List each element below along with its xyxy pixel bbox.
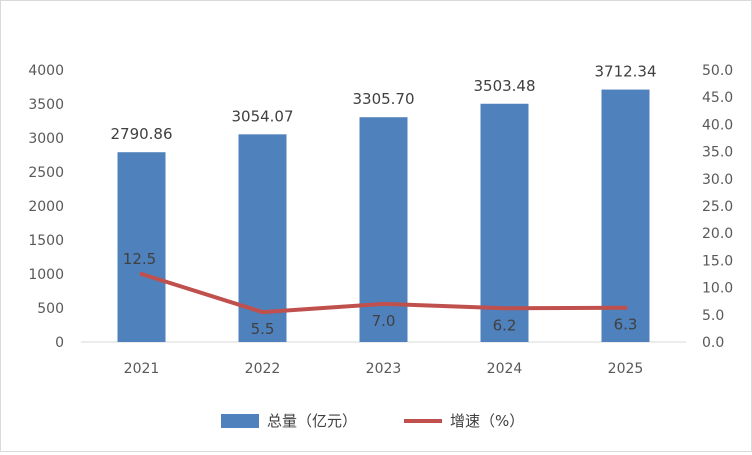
- line-data-labels: 12.5 5.5 7.0 6.2 6.3: [123, 250, 638, 338]
- left-tick-label: 3500: [28, 97, 64, 113]
- x-tick-label: 2023: [366, 361, 402, 377]
- line-value-label: 7.0: [372, 312, 396, 330]
- legend-bar-swatch: [221, 414, 259, 428]
- bar-value-label: 3712.34: [594, 63, 656, 81]
- legend-line-label: 增速（%）: [450, 412, 524, 430]
- bar-value-label: 3054.07: [231, 107, 293, 125]
- legend-bar-label: 总量（亿元）: [267, 412, 357, 430]
- bar-2025: [601, 89, 650, 342]
- right-tick-label: 35.0: [702, 145, 733, 161]
- bar-value-label: 2790.86: [110, 125, 172, 143]
- left-y-axis: 0 500 1000 1500 2000 2500 3000 3500 4000: [28, 63, 64, 351]
- line-value-label: 6.3: [614, 316, 638, 334]
- line-point-2023: [381, 301, 386, 306]
- x-axis-ticks: 2021 2022 2023 2024 2025: [124, 361, 644, 377]
- bar-series: [117, 89, 650, 342]
- left-tick-label: 500: [37, 301, 64, 317]
- bar-2023: [359, 117, 408, 342]
- left-tick-label: 3000: [28, 131, 64, 147]
- left-tick-label: 1000: [28, 267, 64, 283]
- x-tick-label: 2022: [245, 361, 281, 377]
- legend: 总量（亿元） 增速（%）: [221, 412, 524, 430]
- right-tick-label: 15.0: [702, 253, 733, 269]
- left-tick-label: 2000: [28, 199, 64, 215]
- left-tick-label: 2500: [28, 165, 64, 181]
- bar-value-label: 3503.48: [473, 77, 535, 95]
- line-series: [139, 272, 628, 315]
- line-point-2024: [502, 306, 507, 311]
- right-tick-label: 25.0: [702, 199, 733, 215]
- x-tick-label: 2024: [487, 361, 523, 377]
- x-tick-label: 2021: [124, 361, 160, 377]
- right-tick-label: 0.0: [702, 335, 724, 351]
- right-tick-label: 10.0: [702, 281, 733, 297]
- right-tick-label: 40.0: [702, 117, 733, 133]
- line-point-2022: [260, 310, 265, 315]
- x-tick-label: 2025: [608, 361, 644, 377]
- right-tick-label: 20.0: [702, 226, 733, 242]
- bar-2024: [480, 103, 529, 342]
- left-tick-label: 1500: [28, 233, 64, 249]
- line-point-2021: [139, 272, 144, 276]
- left-tick-label: 4000: [28, 63, 64, 79]
- bar-value-label: 3305.70: [352, 90, 414, 108]
- line-value-label: 12.5: [123, 250, 156, 268]
- bar-2021: [117, 152, 166, 342]
- line-value-label: 6.2: [493, 316, 517, 334]
- line-point-2025: [623, 305, 628, 310]
- right-tick-label: 45.0: [702, 90, 733, 106]
- left-tick-label: 0: [55, 335, 64, 351]
- right-tick-label: 30.0: [702, 172, 733, 188]
- right-tick-label: 50.0: [702, 63, 733, 79]
- right-tick-label: 5.0: [702, 308, 724, 324]
- right-y-axis: 0.0 5.0 10.0 15.0 20.0 25.0 30.0 35.0 40.0 45.0 50…: [702, 63, 733, 351]
- bar-data-labels: 2790.86 3054.07 3305.70 3503.48 3712.34: [110, 63, 656, 144]
- line-value-label: 5.5: [251, 320, 275, 338]
